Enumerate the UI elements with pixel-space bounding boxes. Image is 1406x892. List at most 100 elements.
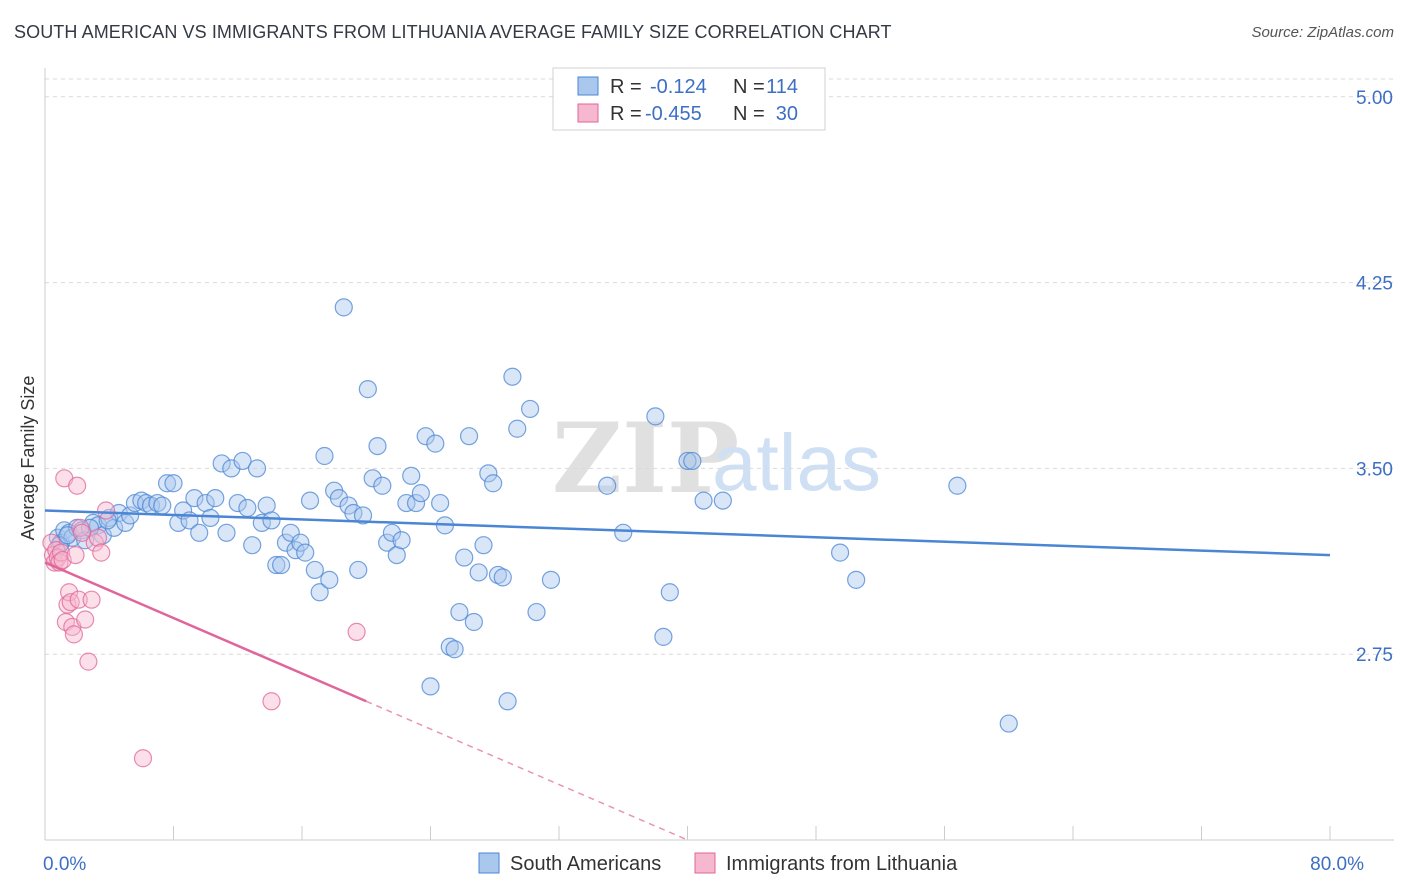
source-label: Source: ZipAtlas.com (1251, 24, 1394, 41)
grid-lines (45, 78, 1394, 655)
south-american-point-60 (349, 560, 368, 580)
south-american-point-67 (382, 523, 402, 542)
south-american-point-77 (431, 493, 450, 513)
south-american-point-65 (373, 476, 392, 495)
south-american-point-49 (296, 543, 315, 562)
south-american-point-32 (212, 454, 231, 473)
bottom-legend-south-americans: South Americans (510, 853, 661, 875)
south-american-point-99 (654, 627, 673, 646)
lithuania-point-26 (96, 501, 116, 520)
south-american-point-33 (217, 523, 236, 542)
south-american-point-89 (488, 565, 508, 585)
south-american-point-84 (464, 612, 483, 632)
south-american-point-102 (678, 451, 697, 471)
south-american-point-21 (153, 496, 172, 515)
watermark-atlas: atlas (712, 418, 881, 507)
south-american-point-64 (368, 436, 387, 456)
y-tick-label-2: 4.25 (1356, 274, 1393, 295)
south-american-point-100 (660, 583, 679, 602)
south-american-point-46 (281, 523, 300, 542)
lithuania-point-17 (69, 590, 88, 609)
legend-r-label-2: R = (610, 103, 642, 125)
south-american-point-45 (276, 533, 296, 552)
south-american-point-101 (646, 407, 665, 426)
south-american-point-69 (392, 531, 411, 550)
legend-n-value-2: 30 (776, 103, 798, 125)
legend-box: R = -0.124 N = 114 R = -0.455 N = 30 (552, 67, 826, 131)
south-american-point-103 (683, 451, 702, 471)
chart-title: SOUTH AMERICAN VS IMMIGRANTS FROM LITHUA… (14, 22, 892, 42)
legend-n-label-2: N = (733, 103, 765, 125)
south-american-trend-line (44, 509, 1331, 557)
south-american-point-108 (948, 476, 967, 495)
watermark-zip: ZIP (552, 402, 739, 515)
south-american-point-52 (310, 583, 329, 602)
lithuania-point-28 (262, 692, 281, 711)
data-points (42, 298, 1018, 768)
lithuania-point-24 (88, 528, 108, 547)
south-american-point-93 (508, 419, 527, 438)
south-american-point-61 (353, 506, 373, 525)
south-american-point-31 (206, 489, 225, 508)
south-american-point-91 (498, 692, 517, 711)
south-american-point-74 (416, 427, 435, 446)
south-american-point-20 (148, 493, 167, 513)
bottom-legend-swatch-pink (694, 852, 716, 874)
south-american-point-30 (201, 508, 220, 528)
south-american-point-107 (847, 570, 866, 589)
y-tick-label-0: 2.75 (1356, 645, 1393, 666)
axes (44, 68, 1394, 841)
south-american-point-56 (329, 489, 349, 508)
legend-r-value-1: -0.124 (650, 76, 707, 98)
x-axis-ticks: 0.0% 80.0% (43, 854, 1364, 875)
bottom-legend-swatch-blue (478, 852, 500, 874)
south-american-point-73 (411, 484, 430, 503)
south-american-point-34 (222, 459, 241, 478)
lithuania-point-16 (68, 476, 87, 495)
x-tick-label-0: 0.0% (43, 854, 86, 875)
legend-n-value-1: 114 (766, 76, 798, 98)
south-american-point-57 (334, 298, 353, 317)
south-american-point-82 (455, 548, 474, 567)
south-american-point-83 (459, 427, 479, 446)
south-american-point-27 (185, 489, 204, 508)
y-tick-label-3: 5.00 (1356, 88, 1393, 109)
lithuania-point-15 (66, 545, 85, 565)
south-american-point-86 (474, 536, 493, 555)
south-american-point-39 (247, 459, 267, 478)
south-american-point-109 (999, 714, 1018, 733)
south-american-point-87 (479, 464, 498, 483)
south-american-point-53 (315, 446, 334, 466)
south-american-point-90 (493, 568, 512, 587)
south-american-point-37 (238, 498, 257, 518)
south-american-point-80 (445, 640, 464, 659)
legend-swatch-blue (577, 76, 599, 96)
lithuania-point-6 (51, 543, 71, 562)
lithuania-point-20 (76, 610, 95, 629)
south-american-point-104 (694, 491, 713, 510)
south-american-point-23 (164, 474, 183, 493)
south-american-point-44 (272, 555, 291, 575)
south-american-point-106 (830, 543, 850, 562)
south-american-point-105 (713, 491, 732, 510)
lithuania-point-22 (82, 590, 101, 609)
south-american-point-28 (190, 523, 209, 542)
south-american-point-54 (320, 570, 339, 589)
south-american-point-95 (527, 602, 546, 622)
y-axis-label: Average Family Size (18, 376, 38, 541)
south-american-point-62 (358, 380, 377, 399)
lithuania-trend-line (44, 561, 367, 703)
south-american-point-81 (450, 602, 469, 622)
south-american-point-96 (541, 570, 561, 589)
y-axis-ticks: 2.75 3.50 4.25 5.00 (1356, 88, 1393, 666)
south-american-point-85 (469, 563, 488, 582)
trend-lines (44, 509, 1331, 841)
lithuania-point-23 (85, 533, 104, 552)
bottom-legend-lithuania: Immigrants from Lithuania (726, 853, 958, 875)
lithuania-point-21 (79, 652, 98, 671)
south-american-point-79 (440, 637, 459, 656)
x-tick-label-1: 80.0% (1310, 854, 1364, 875)
south-american-point-36 (233, 451, 252, 471)
south-american-point-43 (267, 555, 286, 575)
